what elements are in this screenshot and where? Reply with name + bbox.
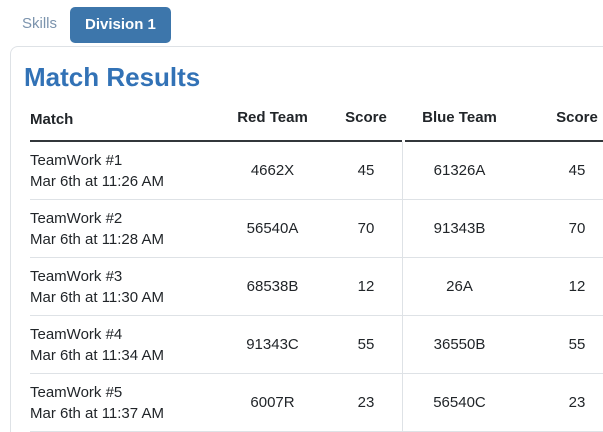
tab-division-1[interactable]: Division 1 xyxy=(70,7,171,43)
division-panel: Match Results Match Red Team Score Blue … xyxy=(10,46,603,432)
red-score: 70 xyxy=(357,220,375,237)
match-time: Mar 6th at 11:34 AM xyxy=(30,346,164,364)
header-blue-team: Blue Team xyxy=(405,102,514,142)
blue-score: 70 xyxy=(568,220,586,237)
red-team-number: 68538B xyxy=(246,278,299,295)
red-team-number: 6007R xyxy=(250,394,295,411)
table-header: Match Red Team Score Blue Team Score xyxy=(30,102,603,142)
table-row: TeamWork #1 Mar 6th at 11:26 AM 4662X 45… xyxy=(30,142,603,200)
table-row: TeamWork #4 Mar 6th at 11:34 AM 91343C 5… xyxy=(30,316,603,374)
header-match: Match xyxy=(30,102,215,142)
red-score: 55 xyxy=(357,336,375,353)
red-score: 12 xyxy=(357,278,375,295)
page-title: Match Results xyxy=(24,62,201,92)
tab-bar: Skills Division 1 xyxy=(0,0,603,46)
header-red-score: Score xyxy=(330,102,402,142)
column-divider xyxy=(402,316,405,373)
table-row: TeamWork #2 Mar 6th at 11:28 AM 56540A 7… xyxy=(30,200,603,258)
match-name: TeamWork #3 xyxy=(30,267,123,285)
match-time: Mar 6th at 11:30 AM xyxy=(30,288,164,306)
match-time: Mar 6th at 11:37 AM xyxy=(30,404,164,422)
match-time: Mar 6th at 11:28 AM xyxy=(30,230,164,248)
column-divider xyxy=(402,142,405,199)
red-score: 23 xyxy=(357,394,375,411)
column-divider xyxy=(402,200,405,257)
blue-team-number: 56540C xyxy=(433,394,486,411)
blue-team-number: 26A xyxy=(446,278,473,295)
blue-score: 55 xyxy=(568,336,586,353)
match-name: TeamWork #2 xyxy=(30,209,123,227)
table-body: TeamWork #1 Mar 6th at 11:26 AM 4662X 45… xyxy=(30,142,603,432)
blue-score: 12 xyxy=(568,278,586,295)
red-team-number: 91343C xyxy=(246,336,299,353)
red-team-number: 56540A xyxy=(246,220,299,237)
blue-score: 23 xyxy=(568,394,586,411)
table-row: TeamWork #5 Mar 6th at 11:37 AM 6007R 23… xyxy=(30,374,603,432)
match-time: Mar 6th at 11:26 AM xyxy=(30,172,164,190)
header-blue-score: Score xyxy=(514,102,603,142)
match-name: TeamWork #1 xyxy=(30,151,123,169)
column-divider xyxy=(402,258,405,315)
blue-team-number: 91343B xyxy=(433,220,486,237)
red-score: 45 xyxy=(357,162,375,179)
match-name: TeamWork #4 xyxy=(30,325,123,343)
blue-score: 45 xyxy=(568,162,586,179)
blue-team-number: 36550B xyxy=(433,336,486,353)
header-red-team: Red Team xyxy=(215,102,330,142)
tab-skills[interactable]: Skills xyxy=(22,14,58,32)
blue-team-number: 61326A xyxy=(433,162,486,179)
column-divider xyxy=(402,374,405,431)
red-team-number: 4662X xyxy=(250,162,295,179)
table-row: TeamWork #3 Mar 6th at 11:30 AM 68538B 1… xyxy=(30,258,603,316)
match-results-table: Match Red Team Score Blue Team Score Tea… xyxy=(30,102,603,432)
match-name: TeamWork #5 xyxy=(30,383,123,401)
